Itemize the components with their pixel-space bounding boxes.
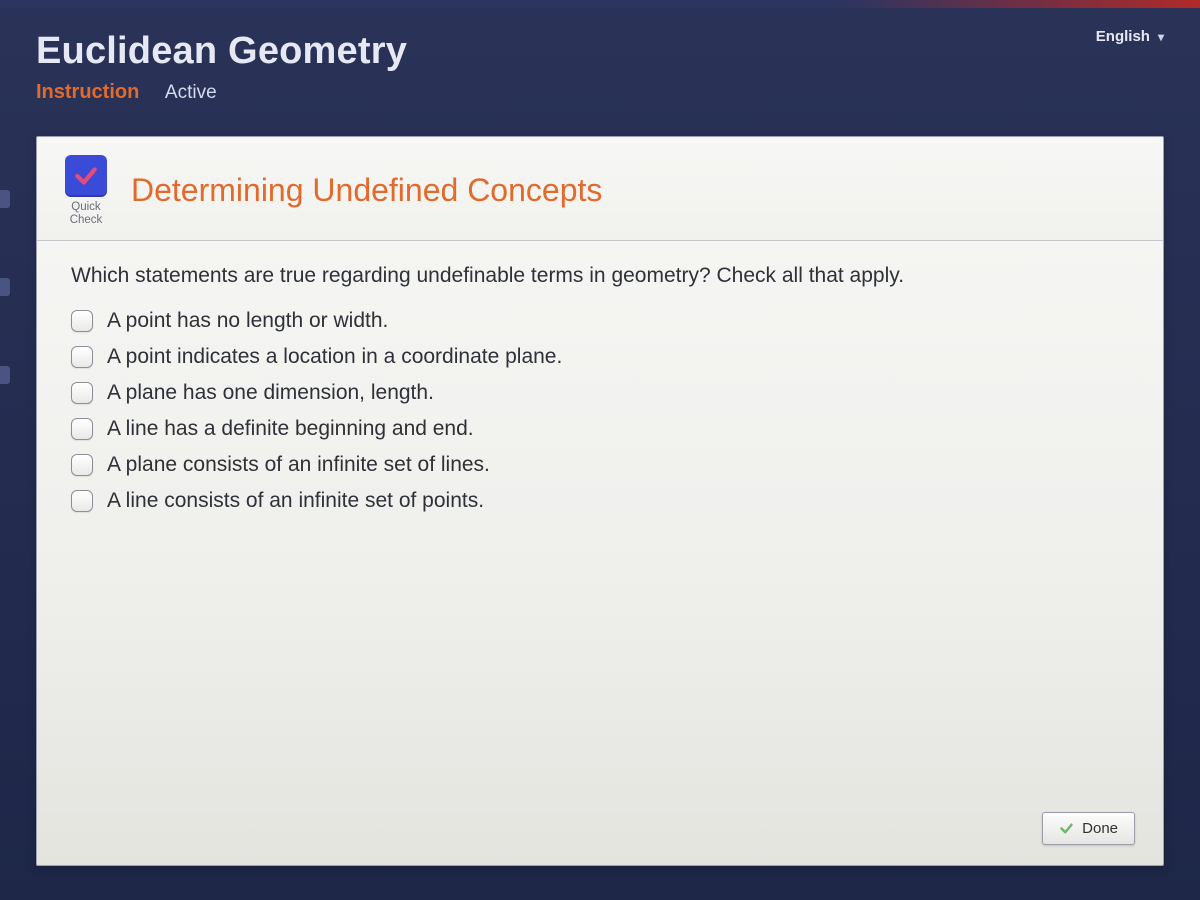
- edge-tab[interactable]: [0, 366, 10, 384]
- question-prompt: Which statements are true regarding unde…: [71, 261, 1129, 290]
- done-button[interactable]: Done: [1042, 812, 1135, 845]
- option-row[interactable]: A line consists of an infinite set of po…: [71, 489, 1129, 513]
- option-text: A line has a definite beginning and end.: [107, 417, 474, 441]
- chevron-down-icon: ▾: [1158, 30, 1164, 44]
- option-text: A plane consists of an infinite set of l…: [107, 453, 490, 477]
- done-button-label: Done: [1082, 820, 1118, 837]
- status-label: Active: [165, 82, 217, 103]
- option-text: A point indicates a location in a coordi…: [107, 345, 562, 369]
- language-label: English: [1096, 28, 1150, 45]
- option-checkbox[interactable]: [71, 346, 93, 368]
- option-checkbox[interactable]: [71, 382, 93, 404]
- options-list: A point has no length or width. A point i…: [71, 309, 1129, 513]
- section-label: Instruction: [36, 81, 139, 103]
- question-area: Which statements are true regarding unde…: [37, 241, 1163, 532]
- checkmark-icon: [73, 163, 99, 189]
- option-checkbox[interactable]: [71, 490, 93, 512]
- window-top-accent: [0, 0, 1200, 8]
- option-row[interactable]: A plane has one dimension, length.: [71, 381, 1129, 405]
- quick-check-badge[interactable]: QuickCheck: [65, 155, 107, 226]
- course-header: Euclidean Geometry Instruction Active: [0, 0, 1200, 116]
- option-checkbox[interactable]: [71, 310, 93, 332]
- option-row[interactable]: A line has a definite beginning and end.: [71, 417, 1129, 441]
- language-selector[interactable]: English ▾: [1096, 28, 1164, 45]
- option-row[interactable]: A point has no length or width.: [71, 309, 1129, 333]
- content-panel: QuickCheck Determining Undefined Concept…: [36, 136, 1164, 866]
- left-edge-tabs: [0, 190, 10, 384]
- edge-tab[interactable]: [0, 278, 10, 296]
- check-icon: [1059, 821, 1074, 836]
- option-checkbox[interactable]: [71, 418, 93, 440]
- course-subheader: Instruction Active: [36, 81, 1164, 104]
- option-row[interactable]: A point indicates a location in a coordi…: [71, 345, 1129, 369]
- panel-header: QuickCheck Determining Undefined Concept…: [37, 137, 1163, 241]
- panel-footer: Done: [1042, 812, 1135, 845]
- edge-tab[interactable]: [0, 190, 10, 208]
- option-text: A plane has one dimension, length.: [107, 381, 434, 405]
- quick-check-icon: [65, 155, 107, 197]
- option-row[interactable]: A plane consists of an infinite set of l…: [71, 453, 1129, 477]
- app-screen: English ▾ Euclidean Geometry Instruction…: [0, 0, 1200, 900]
- option-text: A line consists of an infinite set of po…: [107, 489, 484, 513]
- option-checkbox[interactable]: [71, 454, 93, 476]
- course-title: Euclidean Geometry: [36, 30, 1164, 73]
- panel-title: Determining Undefined Concepts: [131, 172, 602, 209]
- quick-check-label: QuickCheck: [70, 201, 103, 226]
- option-text: A point has no length or width.: [107, 309, 388, 333]
